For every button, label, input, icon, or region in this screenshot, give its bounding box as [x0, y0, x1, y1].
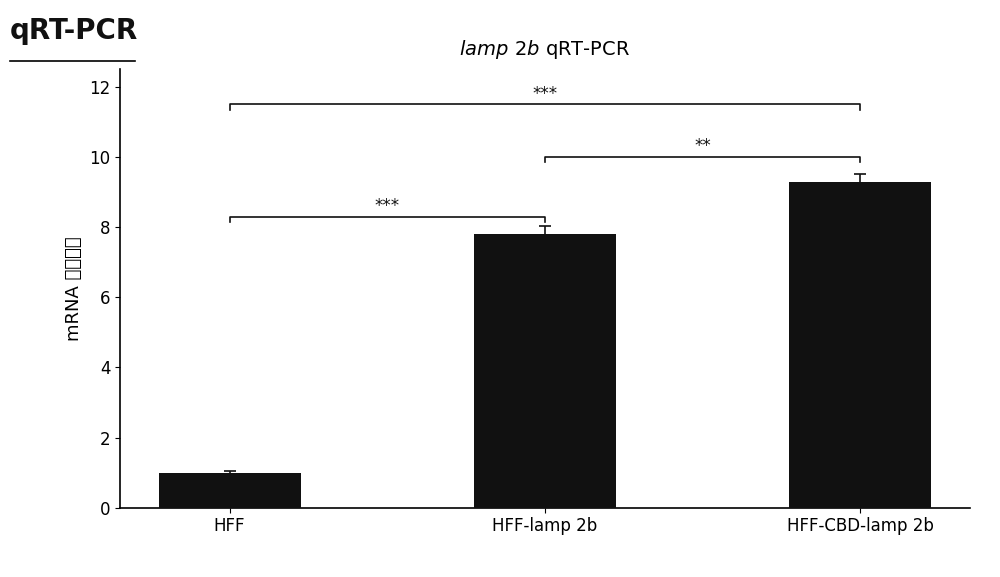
Bar: [474, 234, 616, 508]
Bar: [789, 182, 931, 508]
Title: $\it{lamp\ 2b}$ qRT-PCR: $\it{lamp\ 2b}$ qRT-PCR: [459, 38, 631, 61]
Bar: [159, 473, 301, 508]
Text: qRT-PCR: qRT-PCR: [10, 17, 138, 46]
Text: ***: ***: [532, 85, 558, 103]
Text: **: **: [694, 137, 711, 155]
Text: ***: ***: [375, 197, 400, 215]
Y-axis label: mRNA 表达水平: mRNA 表达水平: [65, 236, 83, 341]
